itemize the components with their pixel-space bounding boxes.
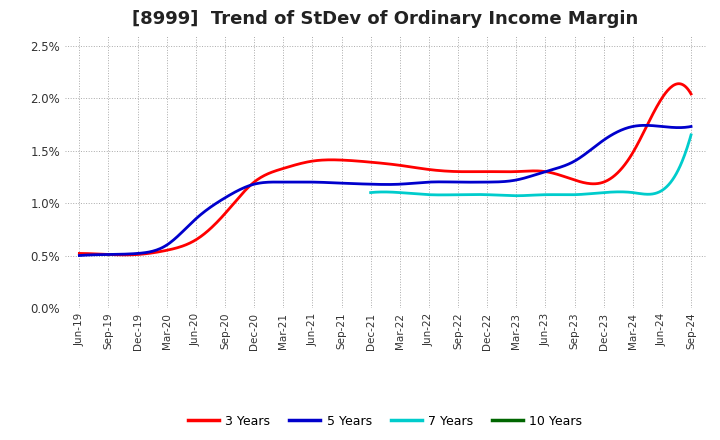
5 Years <box>577 154 585 160</box>
3 Years <box>673 81 682 86</box>
5 Years <box>369 182 378 187</box>
7 Years <box>680 154 688 159</box>
3 Years <box>675 81 683 86</box>
3 Years <box>120 252 129 257</box>
3 Years <box>371 160 379 165</box>
Title: [8999]  Trend of StDev of Ordinary Income Margin: [8999] Trend of StDev of Ordinary Income… <box>132 10 639 28</box>
3 Years <box>441 169 449 174</box>
Line: 3 Years: 3 Years <box>79 84 691 255</box>
7 Years <box>540 192 549 197</box>
5 Years <box>406 181 415 186</box>
5 Years <box>366 182 374 187</box>
7 Years <box>366 190 375 195</box>
Line: 5 Years: 5 Years <box>79 125 691 256</box>
3 Years <box>75 251 84 256</box>
7 Years <box>511 193 520 198</box>
3 Years <box>366 160 375 165</box>
Line: 7 Years: 7 Years <box>371 135 691 196</box>
Legend: 3 Years, 5 Years, 7 Years, 10 Years: 3 Years, 5 Years, 7 Years, 10 Years <box>183 410 588 433</box>
5 Years <box>673 125 682 130</box>
3 Years <box>687 92 696 97</box>
5 Years <box>439 179 448 184</box>
3 Years <box>577 180 586 185</box>
7 Years <box>521 193 530 198</box>
7 Years <box>558 192 567 198</box>
5 Years <box>642 123 650 128</box>
3 Years <box>408 165 416 170</box>
7 Years <box>687 132 696 138</box>
5 Years <box>687 124 696 129</box>
7 Years <box>629 190 638 195</box>
5 Years <box>75 253 84 258</box>
7 Years <box>519 193 528 198</box>
